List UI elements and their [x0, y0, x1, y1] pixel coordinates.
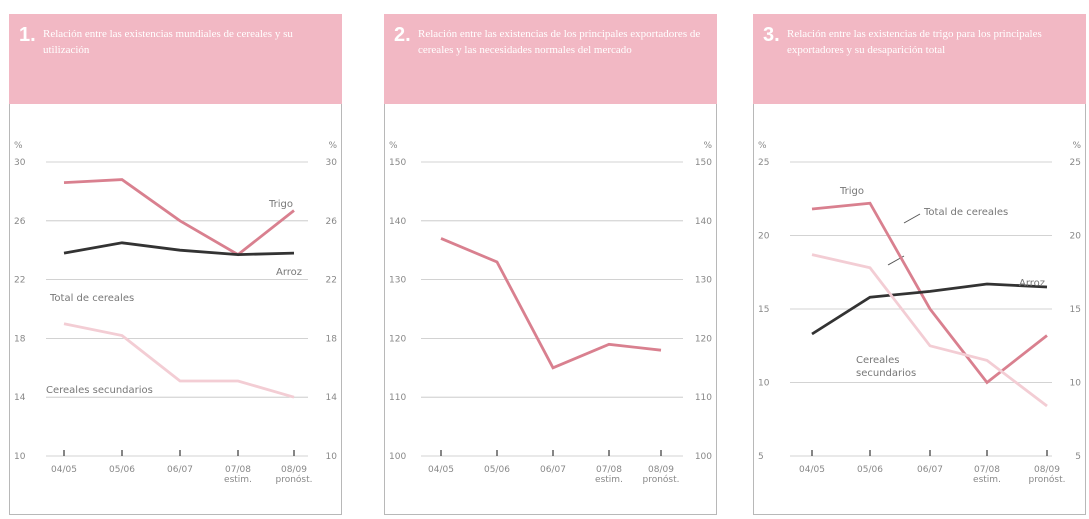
y-unit-label-left: % [14, 141, 23, 151]
series-label: Arroz [1019, 278, 1045, 289]
x-tick-label: pronóst. [1028, 474, 1065, 485]
y-tick-label-right: 120 [695, 334, 712, 344]
x-tick-label: 05/06 [109, 465, 135, 475]
y-tick-label-left: 5 [758, 452, 764, 462]
series-label: Cereales [856, 355, 899, 366]
series-label: secundarios [856, 368, 916, 379]
series-label: Total de cereales [923, 207, 1008, 218]
x-tick-label: 08/09 [648, 465, 674, 475]
y-tick-label-right: 150 [695, 158, 712, 168]
y-tick-label-right: 130 [695, 276, 712, 286]
panel-title-2: Relación entre las existencias de los pr… [418, 28, 701, 56]
panel-number-1: 1. [19, 24, 36, 46]
x-tick-label: 04/05 [799, 465, 825, 475]
x-tick-label: pronóst. [275, 474, 312, 485]
panel-number-2: 2. [394, 24, 411, 46]
y-tick-label-right: 10 [326, 452, 338, 462]
panel-number-3: 3. [763, 24, 780, 46]
y-tick-label-left: 20 [758, 232, 770, 242]
y-tick-label-left: 130 [389, 276, 406, 286]
x-tick-label: estim. [973, 475, 1001, 485]
panel-title-1: Relación entre las existencias mundiales… [43, 28, 293, 56]
series-line-cereales-secundarios [811, 253, 1048, 408]
y-tick-label-right: 22 [326, 276, 337, 286]
y-tick-label-right: 30 [326, 158, 338, 168]
x-tick-label: 04/05 [51, 465, 77, 475]
line-chart-1: % % 10 10 14 14 18 18 22 22 26 26 30 30 04/05 05/06 06/0… [14, 141, 338, 485]
series-line-trigo [811, 201, 1048, 385]
y-tick-label-left: 10 [14, 452, 26, 462]
y-tick-label-right: 18 [326, 334, 338, 344]
panel-body-1: %% 10 10 14 14 18 18 22 22 26 26 30 30 04/05 05/06 06/0… [9, 104, 342, 515]
y-unit-label-left: % [758, 141, 767, 151]
x-tick-label: 07/08 [974, 465, 1000, 475]
y-tick-label-right: 25 [1070, 158, 1081, 168]
y-tick-label-right: 15 [1070, 305, 1081, 315]
panel-title-3: Relación entre las existencias de trigo … [787, 28, 1042, 56]
y-unit-label-left: % [389, 141, 398, 151]
x-tick-label: 07/08 [225, 465, 251, 475]
y-tick-label-right: 100 [695, 452, 712, 462]
x-tick-label: 05/06 [484, 465, 510, 475]
y-tick-label-right: 5 [1075, 452, 1081, 462]
chart-panel-2: 2. Relación entre las existencias de los… [384, 14, 717, 515]
y-tick-label-left: 15 [758, 305, 769, 315]
chart-panel-3: 3. Relación entre las existencias de tri… [753, 14, 1086, 515]
y-tick-label-right: 20 [1070, 232, 1082, 242]
y-tick-label-left: 25 [758, 158, 769, 168]
y-tick-label-left: 100 [389, 452, 406, 462]
series-label: Trigo [839, 186, 864, 197]
series-line-cereales-secundarios [63, 322, 295, 399]
y-tick-label-right: 14 [326, 393, 338, 403]
panel-header-2: 2. Relación entre las existencias de los… [384, 14, 717, 104]
panel-body-3: %% 5 5 10 10 15 15 20 20 25 25 04/05 05/06 06/07 07/08… [753, 104, 1086, 515]
y-tick-label-left: 22 [14, 276, 25, 286]
y-tick-label-left: 14 [14, 393, 26, 403]
x-tick-label: 06/07 [540, 465, 566, 475]
y-tick-label-left: 110 [389, 393, 406, 403]
y-unit-label-right: % [1072, 141, 1081, 151]
line-chart-2: % % 100 100 110 110 120 120 130 130 140 140 150 150 04… [389, 141, 712, 485]
series-label: Trigo [268, 199, 293, 210]
leader-tick [903, 213, 921, 224]
x-tick-label: 08/09 [1034, 465, 1060, 475]
panel-header-1: 1. Relación entre las existencias mundia… [9, 14, 342, 104]
x-tick-label: 06/07 [167, 465, 193, 475]
series-line-trigo [63, 178, 295, 257]
y-tick-label-left: 10 [758, 379, 770, 389]
x-tick-label: 07/08 [596, 465, 622, 475]
y-tick-label-right: 10 [1070, 379, 1082, 389]
chart-panel-1: 1. Relación entre las existencias mundia… [9, 14, 342, 515]
series-label: Total de cereales [49, 293, 134, 304]
y-tick-label-left: 18 [14, 334, 26, 344]
x-tick-label: 06/07 [917, 465, 943, 475]
x-tick-label: estim. [595, 475, 623, 485]
y-tick-label-left: 150 [389, 158, 406, 168]
series-label: Cereales secundarios [46, 385, 153, 396]
x-tick-label: 05/06 [857, 465, 883, 475]
y-unit-label-right: % [703, 141, 712, 151]
y-tick-label-left: 26 [14, 217, 26, 227]
series-line-arroz [63, 241, 295, 257]
line-chart-3: % % 5 5 10 10 15 15 20 20 25 25 04/05 05/06 06/07 07/08… [758, 141, 1082, 485]
y-tick-label-right: 110 [695, 393, 712, 403]
panel-body-2: %% 100 100 110 110 120 120 130 130 140 140 150 150 04… [384, 104, 717, 515]
x-tick-label: pronóst. [642, 474, 679, 485]
panel-header-3: 3. Relación entre las existencias de tri… [753, 14, 1086, 104]
x-tick-label: 08/09 [281, 465, 307, 475]
y-tick-label-left: 140 [389, 217, 406, 227]
series-label: Arroz [276, 267, 302, 278]
x-tick-label: estim. [224, 475, 252, 485]
y-unit-label-right: % [328, 141, 337, 151]
y-tick-label-left: 120 [389, 334, 406, 344]
y-tick-label-right: 26 [326, 217, 338, 227]
series-line-main [440, 237, 662, 370]
y-tick-label-left: 30 [14, 158, 26, 168]
x-tick-label: 04/05 [428, 465, 454, 475]
y-tick-label-right: 140 [695, 217, 712, 227]
series-line-arroz [811, 282, 1048, 336]
